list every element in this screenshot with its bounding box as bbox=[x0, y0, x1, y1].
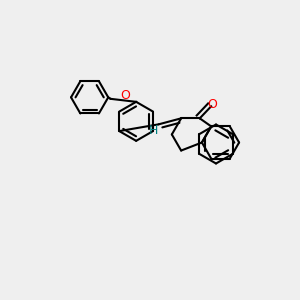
Text: H: H bbox=[148, 124, 158, 137]
Text: O: O bbox=[208, 98, 218, 111]
Text: O: O bbox=[120, 89, 130, 102]
